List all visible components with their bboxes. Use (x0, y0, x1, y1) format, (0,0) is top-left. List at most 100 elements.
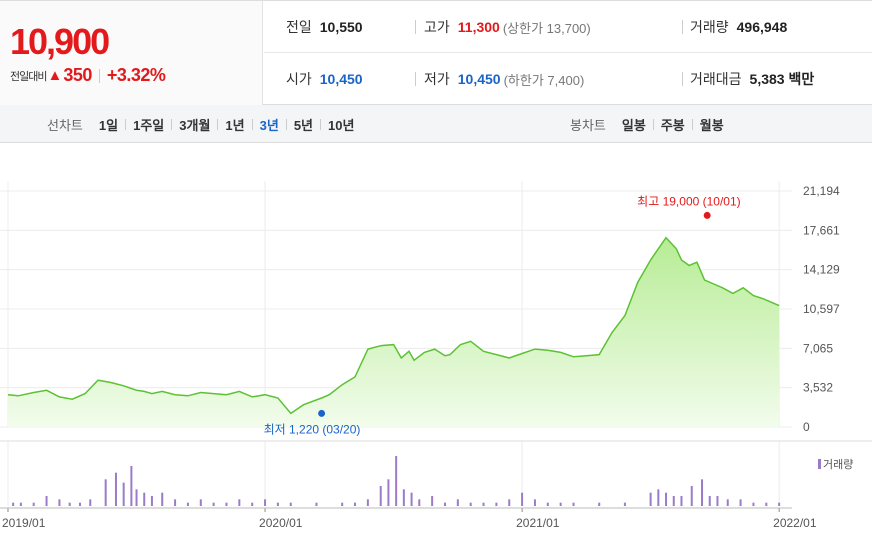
stat-prev-close: 전일 10,550 (286, 1, 363, 53)
volume-bar (533, 499, 536, 506)
volume-bar (354, 502, 357, 506)
volume-bar (276, 502, 279, 506)
price-chart: 21,194 17,661 14,129 10,597 7,065 3,532 0 2019/… (0, 181, 872, 530)
divider (320, 118, 322, 130)
volume-bar (143, 492, 146, 506)
volume-bar (251, 502, 254, 506)
x-tick-label: 2022/01 (773, 516, 817, 530)
line-chart-periods: 선차트 1일 1주일 3개월 1년 3년 5년 10년 (47, 105, 354, 143)
volume-bar (12, 502, 15, 506)
volume-bar (130, 466, 133, 506)
candle-tab-2[interactable]: 월봉 (699, 117, 724, 133)
volume-bar (690, 486, 693, 506)
period-tab-5[interactable]: 5년 (293, 117, 314, 133)
volume-legend-label: 거래량 (823, 458, 853, 471)
y-tick-label: 3,532 (803, 381, 833, 395)
candle-tab-1[interactable]: 주봉 (660, 117, 685, 133)
volume-bar (410, 492, 413, 506)
volume-bar (341, 502, 344, 506)
line-chart-label: 선차트 (47, 117, 83, 133)
period-tab-6[interactable]: 10년 (328, 117, 355, 133)
period-tab-0[interactable]: 1일 (98, 117, 119, 133)
x-tick-label: 2021/01 (516, 516, 560, 530)
quote-header: 10,900 전일대비 ▲ 350 +3.32% 전일 10,550 고가 11… (0, 0, 872, 105)
stat-label: 저가 (424, 71, 450, 87)
stat-value: 10,550 (319, 19, 363, 35)
volume-bar (225, 502, 228, 506)
divider (691, 118, 693, 130)
stat-value: 5,383 백만 (749, 71, 815, 87)
volume-bar (598, 502, 601, 506)
divider (415, 72, 416, 86)
candle-chart-periods: 봉차트 일봉 주봉 월봉 (570, 105, 724, 143)
volume-bar (161, 492, 164, 506)
volume-bar (623, 502, 626, 506)
volume-bar (45, 496, 48, 506)
volume-bar (19, 502, 22, 506)
stat-sub: (하한가 7,400) (503, 72, 585, 88)
stat-sub: (상한가 13,700) (502, 20, 591, 36)
stats-row-2: 시가 10,450 저가 10,450 (하한가 7,400) 거래대금 5,3… (264, 53, 872, 105)
period-tab-2[interactable]: 3개월 (179, 117, 211, 133)
volume-bar (572, 502, 575, 506)
stat-value: 11,300 (457, 19, 500, 35)
stat-high: 고가 11,300 (상한가 13,700) (424, 1, 591, 53)
volume-bar (665, 492, 668, 506)
volume-bar (150, 496, 153, 506)
volume-bar (672, 496, 675, 506)
low-marker (318, 409, 326, 417)
volume-bar (186, 502, 189, 506)
volume-bar (726, 499, 729, 506)
divider (125, 118, 127, 130)
high-marker (703, 211, 711, 219)
price-change: 전일대비 ▲ 350 +3.32% (10, 65, 166, 86)
volume-bar (482, 502, 485, 506)
volume-bar (649, 492, 652, 506)
volume-bar (135, 489, 138, 506)
volume-bar (315, 502, 318, 506)
volume-bar (114, 472, 117, 506)
y-tick-label: 21,194 (803, 184, 840, 198)
volume-bar (264, 499, 267, 506)
divider (171, 118, 173, 130)
divider (415, 20, 416, 34)
volume-bar (680, 496, 683, 506)
volume-bar (379, 486, 382, 506)
volume-bar (238, 499, 241, 506)
candle-tab-0[interactable]: 일봉 (621, 117, 646, 133)
stat-amount: 거래대금 5,383 백만 (690, 53, 814, 105)
divider (682, 20, 683, 34)
change-amount: 350 (63, 65, 92, 85)
volume-bar (366, 499, 369, 506)
period-tab-4[interactable]: 3년 (259, 117, 279, 133)
volume-bar (765, 502, 768, 506)
volume-bar (708, 496, 711, 506)
candle-chart-label: 봉차트 (570, 117, 606, 133)
volume-bar (78, 502, 81, 506)
volume-bar (122, 482, 125, 506)
y-tick-label: 14,129 (803, 263, 840, 277)
volume-bar (778, 502, 781, 506)
low-label: 최저 1,220 (03/20) (264, 422, 361, 436)
volume-bar (559, 502, 562, 506)
volume-bar (546, 502, 549, 506)
volume-bar (521, 492, 524, 506)
volume-bar (68, 502, 71, 506)
period-tab-3[interactable]: 1년 (225, 117, 245, 133)
change-label: 전일대비 (10, 70, 47, 83)
volume-bar (508, 499, 511, 506)
stat-value: 10,450 (457, 71, 501, 87)
stat-label: 시가 (286, 71, 312, 87)
price-line (7, 236, 780, 415)
volume-bar (495, 502, 498, 506)
period-toolbar: 선차트 1일 1주일 3개월 1년 3년 5년 10년 봉차트 일봉 주봉 월봉 (0, 105, 872, 143)
volume-bar (657, 489, 660, 506)
stat-label: 거래대금 (690, 71, 742, 87)
stat-value: 10,450 (319, 71, 363, 87)
volume-bar (431, 496, 434, 506)
divider (285, 118, 287, 130)
period-tab-1[interactable]: 1주일 (133, 117, 165, 133)
stat-label: 거래량 (690, 19, 729, 35)
volume-bar (212, 502, 215, 506)
volume-bar (32, 502, 35, 506)
